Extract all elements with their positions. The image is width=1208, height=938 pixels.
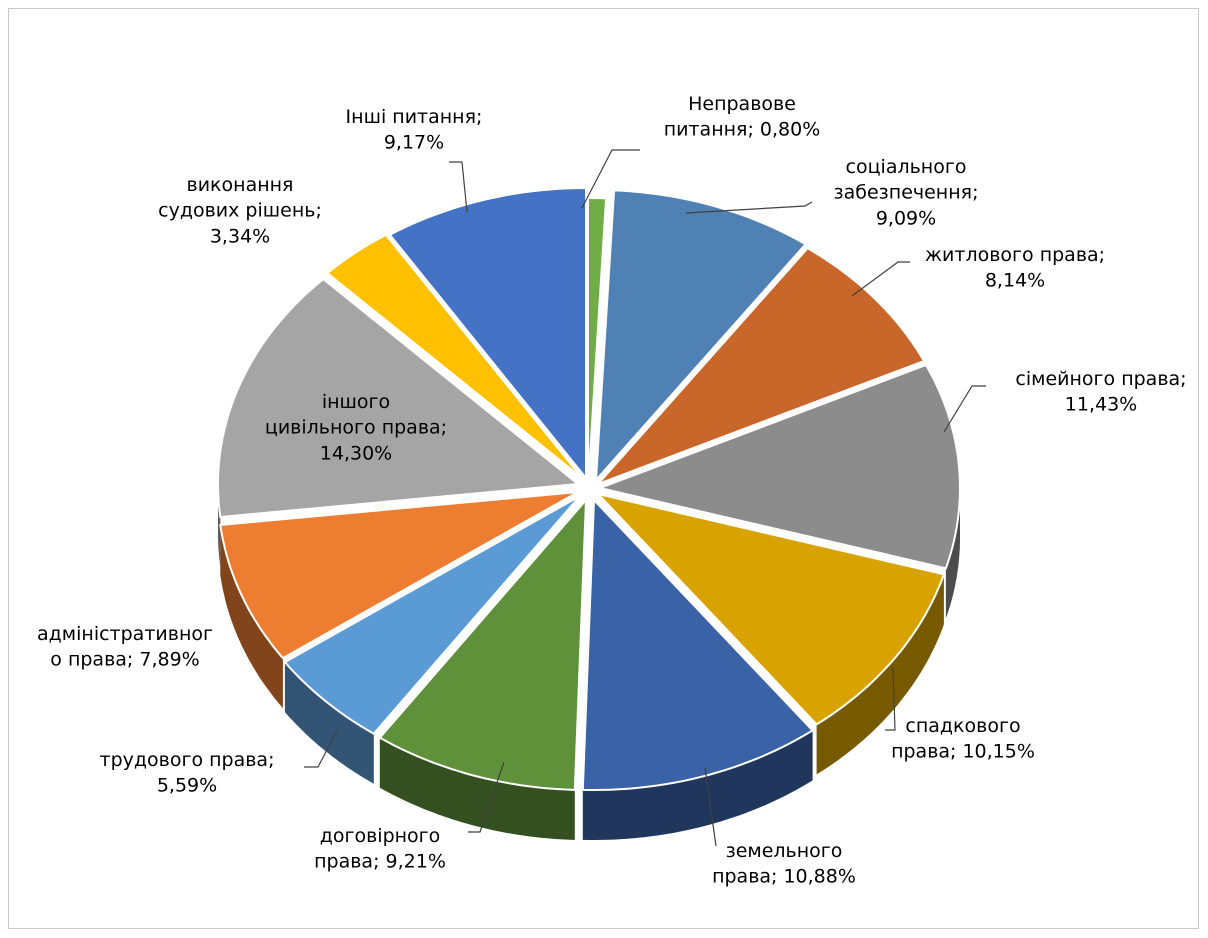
leader-line-1 — [581, 149, 640, 209]
slice-label-line: о права; 7,89% — [50, 649, 199, 671]
slice-label-line: житлового права; — [925, 244, 1105, 266]
slice-label-line: права; 10,88% — [712, 866, 856, 888]
slice-label-line: договірного — [320, 825, 441, 847]
slice-label-3: житлового права; 8,14% — [925, 244, 1105, 292]
slice-label-line: виконання — [187, 174, 294, 196]
slice-label-7: договірного права; 9,21% — [314, 825, 446, 873]
slice-label-line: 5,59% — [157, 775, 217, 797]
pie-slice-2 — [594, 189, 808, 483]
pie-slice-side-6 — [582, 730, 813, 840]
slice-label-line: адміністративног — [37, 623, 213, 645]
pie-slice-4 — [596, 363, 962, 570]
slice-label-line: права; 9,21% — [314, 851, 446, 873]
slice-label-line: Неправове — [688, 93, 796, 115]
pie-slice-side-9 — [220, 525, 283, 709]
slice-label-12: Інші питання; 9,17% — [346, 106, 483, 154]
pie-slice-10 — [217, 277, 581, 519]
slice-label-line: спадкового — [905, 715, 1020, 737]
slice-label-line: судових рішень; — [158, 200, 322, 222]
pie-slice-12 — [388, 186, 587, 481]
pie-slice-5 — [594, 492, 946, 726]
slice-label-6: земельного права; 10,88% — [712, 840, 856, 888]
slice-label-5: спадкового права; 10,15% — [891, 715, 1035, 763]
pie-slice-8 — [283, 495, 581, 735]
slice-label-2: соціального забезпечення; 9,09% — [834, 156, 979, 229]
slice-label-line: 9,17% — [384, 132, 444, 154]
pie-slice-3 — [597, 246, 926, 485]
slice-label-line: права; 10,15% — [891, 741, 1035, 763]
pie-slice-side-7 — [379, 737, 575, 840]
slice-label-line: трудового права; — [100, 749, 275, 771]
slice-label-line: 9,09% — [876, 207, 936, 229]
slice-label-line: 8,14% — [985, 270, 1045, 292]
leader-line-8 — [304, 728, 339, 768]
leader-line-2 — [685, 201, 813, 214]
slice-label-line: забезпечення; — [834, 182, 979, 204]
leader-line-6 — [704, 767, 717, 847]
slice-label-line: іншого — [322, 391, 390, 413]
slice-label-line: Інші питання; — [346, 106, 483, 128]
slice-label-line: питання; 0,80% — [664, 119, 821, 141]
pie-slice-11 — [325, 233, 583, 479]
leader-line-5 — [885, 667, 896, 731]
pie-slice-1 — [587, 197, 608, 489]
leader-line-3 — [851, 261, 910, 297]
leader-line-7 — [468, 761, 505, 833]
pie-slice-7 — [378, 497, 588, 791]
pie-slice-side-4 — [945, 488, 960, 619]
slice-label-line: сімейного права; — [1015, 368, 1186, 390]
slice-label-8: трудового права; 5,59% — [100, 749, 275, 797]
leader-line-12 — [449, 161, 468, 213]
slice-label-line: 3,34% — [210, 225, 270, 247]
slice-label-line: земельного — [726, 840, 843, 862]
pie-slice-side-8 — [284, 662, 374, 784]
slice-label-1: Неправове питання; 0,80% — [664, 93, 821, 141]
slice-label-line: 11,43% — [1065, 394, 1137, 416]
slice-label-line: соціального — [846, 156, 967, 178]
pie-slice-6 — [581, 497, 815, 792]
pie-slice-9 — [219, 491, 579, 660]
slice-label-11: виконання судових рішень; 3,34% — [158, 174, 322, 247]
leader-line-4 — [943, 385, 986, 433]
slice-label-line: цивільного права; — [265, 417, 447, 439]
slice-label-line: 14,30% — [320, 442, 392, 464]
slice-label-10: іншого цивільного права; 14,30% — [265, 391, 447, 464]
slice-label-4: сімейного права; 11,43% — [1015, 368, 1186, 416]
slice-label-9: адміністративног о права; 7,89% — [37, 623, 213, 671]
